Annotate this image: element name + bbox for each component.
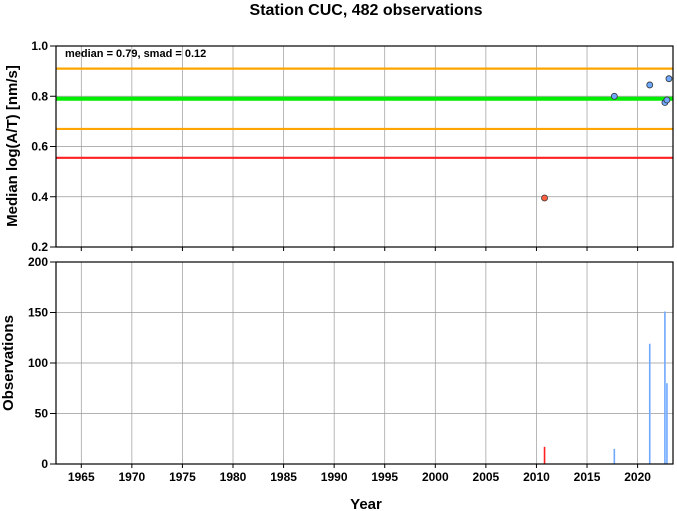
x-tick-label: 1980 <box>220 470 247 484</box>
data-point <box>541 194 548 202</box>
x-axis-label: Year <box>350 496 382 511</box>
bottom-plot-frame <box>55 261 674 465</box>
top-y-axis-label: Median log(A/T) [nm/s] <box>4 65 21 227</box>
top-panel: 0.2 0.4 0.6 0.8 1.0 <box>31 39 674 254</box>
x-tick-label: 2020 <box>624 470 651 484</box>
data-point <box>610 92 618 100</box>
bottom-y-tick-label: 50 <box>35 407 49 421</box>
top-y-tick-label: 0.4 <box>31 190 48 204</box>
chart-title: Station CUC, 482 observations <box>250 2 483 19</box>
data-point <box>663 96 671 104</box>
data-point <box>665 75 673 83</box>
top-y-tick-label: 0.2 <box>31 240 48 254</box>
x-tick-label: 2010 <box>523 470 550 484</box>
x-tick-label: 1985 <box>270 470 297 484</box>
x-tick-label: 2000 <box>422 470 449 484</box>
x-tick-label: 1965 <box>68 470 95 484</box>
data-point <box>646 81 654 89</box>
x-tick-label: 1990 <box>321 470 348 484</box>
median-smad-annotation: median = 0.79, smad = 0.12 <box>65 48 206 60</box>
top-y-tick-label: 0.8 <box>31 89 48 103</box>
bottom-y-tick-label: 150 <box>28 306 48 320</box>
bottom-y-tick-label: 100 <box>28 356 48 370</box>
bottom-y-tick-label: 0 <box>41 457 48 471</box>
x-tick-label: 1970 <box>119 470 146 484</box>
x-tick-label: 1995 <box>371 470 398 484</box>
bottom-y-tick-label: 200 <box>28 255 48 269</box>
bottom-panel: 0 50 100 150 200 1965 1970 1975 1980 1985 1990 1995… <box>28 255 674 484</box>
x-tick-label: 2015 <box>574 470 601 484</box>
x-tick-label: 2005 <box>473 470 500 484</box>
bottom-y-axis-label: Observations <box>0 315 17 411</box>
top-y-tick-label: 0.6 <box>31 140 48 154</box>
top-plot-frame <box>55 45 674 248</box>
top-y-tick-label: 1.0 <box>31 39 48 53</box>
x-tick-label: 1975 <box>169 470 196 484</box>
